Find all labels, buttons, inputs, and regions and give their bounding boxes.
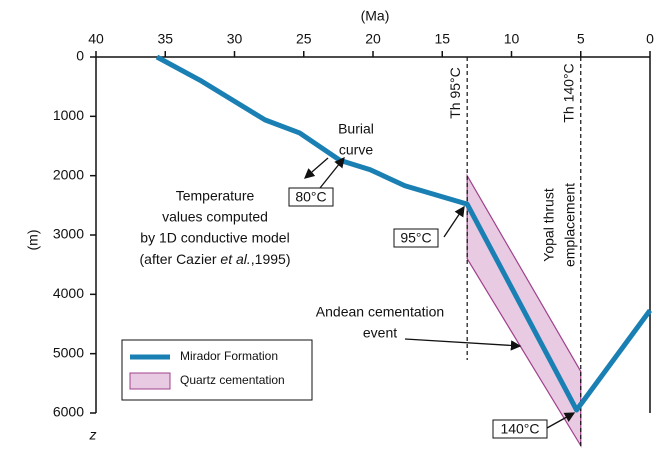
y-tick-label: 6000 xyxy=(53,404,84,420)
annotation: Temperature values computed by 1D conducti… xyxy=(140,188,291,267)
x-tick-label: 35 xyxy=(157,31,173,47)
arrow xyxy=(319,156,345,189)
annotation-text: Temperature xyxy=(176,188,255,204)
x-tick-label: 10 xyxy=(504,31,520,47)
threshold-label: Th 95°C xyxy=(447,67,463,119)
arrow xyxy=(443,205,465,238)
x-tick-label: 5 xyxy=(577,31,585,47)
temperature-label: 80°C xyxy=(295,189,326,205)
threshold-label: Th 140°C xyxy=(560,63,576,122)
annotation: Yopal thrust emplacement xyxy=(541,183,578,267)
arrow xyxy=(546,412,576,429)
y-tick-label: 0 xyxy=(76,48,84,64)
x-axis-label: (Ma) xyxy=(361,8,390,24)
legend-swatch xyxy=(129,372,171,390)
annotation-text: by 1D conductive model xyxy=(140,230,289,246)
annotation-text: Burial xyxy=(338,121,374,137)
z-label: z xyxy=(89,427,97,443)
temperature-box xyxy=(288,187,334,207)
x-tick-label: 40 xyxy=(88,31,104,47)
annotation-text: event xyxy=(363,325,397,341)
annotation-text: Andean cementation xyxy=(316,304,444,320)
arrow xyxy=(304,157,329,179)
x-tick-label: 15 xyxy=(434,31,450,47)
annotation-text: emplacement xyxy=(562,183,578,267)
y-tick-label: 1000 xyxy=(53,107,84,123)
annotation-part: et al. xyxy=(220,251,250,267)
y-tick-label: 5000 xyxy=(53,344,84,360)
arrow xyxy=(404,338,522,351)
y-tick-label: 2000 xyxy=(53,166,84,182)
x-tick-label: 0 xyxy=(646,31,654,47)
annotation: Andean cementation event xyxy=(316,304,444,341)
annotation-text: values computed xyxy=(162,209,268,225)
y-axis-label: (m) xyxy=(25,230,41,251)
x-tick-label: 20 xyxy=(365,31,381,47)
annotation-part: ,1995) xyxy=(251,251,291,267)
y-tick-label: 4000 xyxy=(53,285,84,301)
burial-line xyxy=(155,54,653,413)
legend-box xyxy=(121,339,313,401)
annotation-text: curve xyxy=(339,142,373,158)
legend-label: Quartz cementation xyxy=(180,373,285,387)
temperature-box xyxy=(393,228,439,248)
temperature-label: 95°C xyxy=(400,230,431,246)
temperature-box xyxy=(492,419,548,439)
annotation-text: (after Cazier et al.,1995) xyxy=(140,251,291,267)
annotation: Burial curve xyxy=(338,121,374,158)
annotation-part: (after Cazier xyxy=(140,251,221,267)
annotation-text: Yopal thrust xyxy=(541,188,557,262)
x-tick-label: 30 xyxy=(227,31,243,47)
x-tick-label: 25 xyxy=(296,31,312,47)
temperature-label: 140°C xyxy=(500,421,539,437)
legend-label: Mirador Formation xyxy=(180,349,278,363)
y-tick-label: 3000 xyxy=(53,226,84,242)
